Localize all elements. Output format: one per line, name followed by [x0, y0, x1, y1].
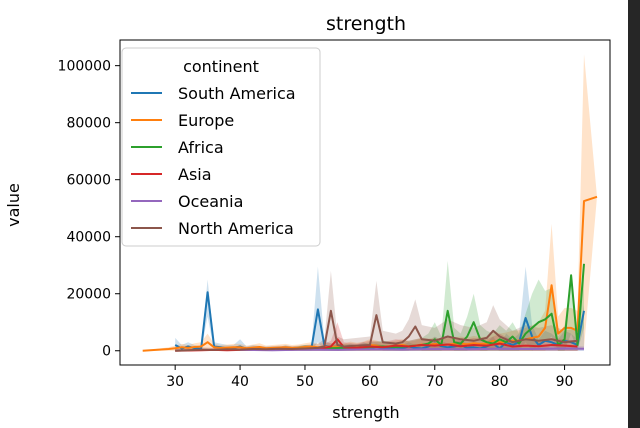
legend-title: continent: [183, 57, 259, 76]
y-tick-label: 80000: [66, 116, 111, 132]
legend-label-asia: Asia: [178, 165, 212, 184]
x-tick-label: 90: [556, 374, 574, 390]
y-axis: 0 20000 40000 60000 80000 100000: [58, 59, 120, 360]
x-tick-label: 50: [296, 374, 314, 390]
legend-label-north-america: North America: [178, 219, 294, 238]
x-tick-label: 30: [166, 374, 184, 390]
y-tick-label: 0: [102, 344, 111, 360]
legend-items: South America Europe Africa Asia Oceania Nort…: [131, 84, 296, 238]
plot-frame: [119, 39, 611, 366]
band-africa: [253, 260, 584, 351]
series-lines: [142, 195, 598, 352]
x-tick-label: 80: [491, 374, 509, 390]
legend-box: [121, 47, 321, 247]
y-tick-label: 60000: [66, 173, 111, 189]
legend-label-africa: Africa: [178, 138, 224, 157]
x-tick-label: 70: [426, 374, 444, 390]
y-axis-label: value: [4, 183, 23, 227]
legend-label-south-america: South America: [178, 84, 296, 103]
band-europe: [142, 54, 597, 351]
band-north-america: [175, 270, 578, 351]
legend: continent South America Europe Africa Asia O…: [121, 47, 321, 247]
legend-label-oceania: Oceania: [178, 192, 243, 211]
line-north-america: [175, 309, 578, 352]
window-edge: [628, 0, 640, 428]
legend-label-europe: Europe: [178, 111, 234, 130]
x-axis: 30 40 50 60 70 80 90: [166, 365, 573, 390]
y-tick-label: 20000: [66, 287, 111, 303]
chart-title: strength: [326, 13, 406, 35]
x-tick-label: 60: [361, 374, 379, 390]
line-africa: [252, 263, 585, 351]
y-tick-label: 100000: [58, 59, 111, 75]
y-tick-label: 40000: [66, 230, 111, 246]
x-axis-label: strength: [332, 403, 399, 422]
x-tick-label: 40: [231, 374, 249, 390]
